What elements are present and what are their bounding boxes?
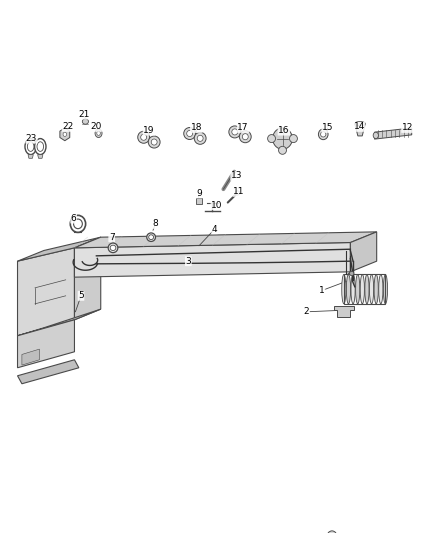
Polygon shape xyxy=(18,320,74,368)
Text: 20: 20 xyxy=(91,123,102,131)
Ellipse shape xyxy=(82,119,88,124)
Ellipse shape xyxy=(374,274,378,304)
Text: 8: 8 xyxy=(152,220,159,228)
Text: 22: 22 xyxy=(62,123,74,131)
Polygon shape xyxy=(18,248,74,336)
Ellipse shape xyxy=(327,531,337,533)
Ellipse shape xyxy=(194,132,206,144)
Text: 17: 17 xyxy=(237,124,249,132)
Ellipse shape xyxy=(279,147,286,155)
Polygon shape xyxy=(350,232,377,272)
Polygon shape xyxy=(74,237,101,320)
Ellipse shape xyxy=(108,243,118,253)
Ellipse shape xyxy=(110,245,116,251)
Text: 13: 13 xyxy=(231,172,242,180)
Ellipse shape xyxy=(147,233,155,241)
Polygon shape xyxy=(18,360,79,384)
Ellipse shape xyxy=(148,235,153,240)
Polygon shape xyxy=(18,309,101,336)
Polygon shape xyxy=(74,243,350,277)
Ellipse shape xyxy=(197,135,203,141)
Polygon shape xyxy=(74,232,377,248)
Polygon shape xyxy=(22,349,39,365)
Text: 1: 1 xyxy=(319,286,325,295)
Text: 6: 6 xyxy=(71,214,77,223)
Ellipse shape xyxy=(350,271,354,276)
Ellipse shape xyxy=(229,126,241,138)
Text: 9: 9 xyxy=(196,189,202,198)
Ellipse shape xyxy=(346,274,350,304)
Ellipse shape xyxy=(95,129,102,138)
Text: 15: 15 xyxy=(322,124,333,132)
Ellipse shape xyxy=(360,274,364,304)
Ellipse shape xyxy=(342,274,346,304)
Ellipse shape xyxy=(356,274,360,304)
Ellipse shape xyxy=(370,274,374,304)
Ellipse shape xyxy=(373,132,378,139)
Ellipse shape xyxy=(184,127,195,140)
Ellipse shape xyxy=(321,132,326,137)
Text: 7: 7 xyxy=(109,233,115,241)
Polygon shape xyxy=(334,306,354,317)
Ellipse shape xyxy=(383,274,388,304)
Ellipse shape xyxy=(151,139,157,145)
Ellipse shape xyxy=(318,129,328,140)
Ellipse shape xyxy=(27,142,34,151)
Ellipse shape xyxy=(187,131,193,136)
Ellipse shape xyxy=(365,274,369,304)
Polygon shape xyxy=(374,128,412,139)
Text: 19: 19 xyxy=(143,126,155,135)
Ellipse shape xyxy=(272,128,293,149)
Text: 3: 3 xyxy=(185,257,191,265)
Text: 10: 10 xyxy=(211,201,223,209)
Text: 12: 12 xyxy=(402,124,413,132)
Text: 18: 18 xyxy=(191,124,202,132)
Polygon shape xyxy=(18,237,101,261)
Polygon shape xyxy=(28,155,33,158)
Ellipse shape xyxy=(141,134,147,140)
Ellipse shape xyxy=(290,134,297,142)
Ellipse shape xyxy=(268,134,276,142)
Ellipse shape xyxy=(70,215,86,232)
Ellipse shape xyxy=(148,136,160,148)
Polygon shape xyxy=(355,124,365,136)
Ellipse shape xyxy=(239,131,251,143)
Text: 23: 23 xyxy=(26,134,37,143)
Ellipse shape xyxy=(97,131,100,135)
Text: 21: 21 xyxy=(79,110,90,119)
Text: 5: 5 xyxy=(78,292,84,300)
Text: 11: 11 xyxy=(233,188,244,196)
Ellipse shape xyxy=(379,274,383,304)
Ellipse shape xyxy=(138,131,150,143)
Ellipse shape xyxy=(232,129,238,135)
Polygon shape xyxy=(60,128,70,141)
Ellipse shape xyxy=(242,134,248,140)
Ellipse shape xyxy=(35,139,46,155)
Ellipse shape xyxy=(37,142,43,151)
Ellipse shape xyxy=(63,132,67,136)
Ellipse shape xyxy=(25,139,36,155)
Polygon shape xyxy=(38,155,43,158)
Text: 2: 2 xyxy=(304,308,309,316)
Ellipse shape xyxy=(235,191,240,195)
Ellipse shape xyxy=(355,122,365,126)
Ellipse shape xyxy=(351,274,355,304)
Bar xyxy=(196,198,202,204)
Text: 16: 16 xyxy=(278,126,290,135)
Text: 4: 4 xyxy=(212,225,217,233)
Text: 14: 14 xyxy=(353,123,365,131)
Ellipse shape xyxy=(74,219,82,229)
